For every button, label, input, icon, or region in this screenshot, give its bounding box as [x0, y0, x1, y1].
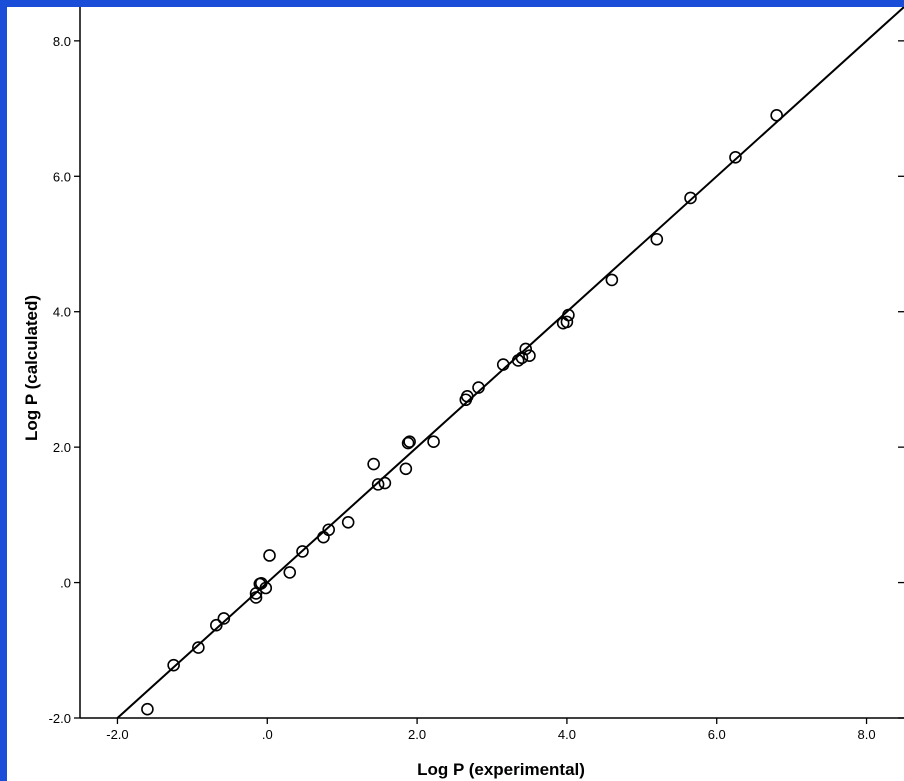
- y-tick-label: 2.0: [53, 440, 71, 455]
- data-point: [141, 702, 154, 716]
- data-point: [341, 516, 355, 529]
- x-tick-label: 2.0: [408, 727, 426, 742]
- x-tick-label: -2.0: [106, 727, 128, 742]
- x-tick-label: 8.0: [858, 727, 876, 742]
- data-point: [684, 191, 697, 205]
- x-axis-title: Log P (experimental): [417, 760, 585, 779]
- data-point: [472, 381, 485, 394]
- data-point: [317, 530, 330, 544]
- data-point: [460, 390, 474, 403]
- y-tick-label: -2.0: [49, 711, 71, 726]
- y-axis-title: Log P (calculated): [22, 295, 41, 441]
- data-point: [562, 308, 575, 322]
- data-point: [259, 581, 273, 595]
- ticks: -2.0 .0 2.0 4.0 6.0 8.0 -2.0 .0 2.0 4.0 6.0 8.0: [49, 34, 904, 742]
- data-point: [210, 618, 223, 632]
- scatter-chart: -2.0 .0 2.0 4.0 6.0 8.0 -2.0 .0 2.0 4.0 6.0 8.0 Log…: [22, 7, 904, 779]
- data-point: [403, 435, 416, 449]
- data-point: [523, 349, 536, 363]
- data-point: [770, 109, 783, 122]
- data-points: [141, 109, 783, 716]
- data-point: [367, 457, 380, 471]
- y-tick-label: 8.0: [53, 34, 71, 49]
- fit-line-group: [116, 7, 904, 719]
- data-point: [401, 436, 415, 450]
- data-point: [560, 315, 574, 329]
- x-tick-label: 6.0: [708, 727, 726, 742]
- fit-line: [116, 7, 904, 719]
- data-point: [427, 435, 440, 449]
- data-point: [511, 354, 525, 367]
- data-point: [296, 545, 309, 558]
- data-point: [283, 566, 297, 579]
- data-point: [650, 232, 664, 246]
- y-tick-label: .0: [60, 576, 71, 591]
- y-tick-label: 4.0: [53, 305, 71, 320]
- data-point: [167, 658, 180, 672]
- data-point: [192, 641, 205, 654]
- y-tick-label: 6.0: [53, 169, 71, 184]
- data-point: [496, 358, 510, 371]
- data-point: [371, 478, 385, 491]
- data-point: [249, 591, 263, 604]
- data-point: [729, 151, 742, 164]
- data-point: [519, 342, 533, 356]
- x-tick-label: 4.0: [558, 727, 576, 742]
- x-tick-label: .0: [262, 727, 273, 742]
- data-point: [605, 273, 619, 287]
- data-point: [378, 476, 392, 490]
- chart-frame: -2.0 .0 2.0 4.0 6.0 8.0 -2.0 .0 2.0 4.0 6.0 8.0 Log…: [7, 7, 904, 781]
- axes: [79, 7, 904, 719]
- data-point: [217, 612, 231, 625]
- data-point: [263, 549, 276, 562]
- data-point: [399, 462, 413, 476]
- data-point: [322, 523, 335, 537]
